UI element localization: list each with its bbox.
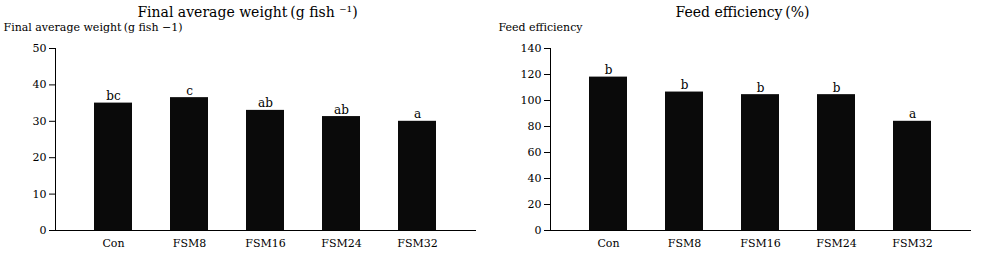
svg-text:40: 40 [528, 172, 542, 185]
svg-text:0: 0 [535, 224, 542, 237]
svg-text:40: 40 [33, 78, 47, 91]
svg-text:120: 120 [521, 68, 542, 81]
svg-text:20: 20 [528, 198, 542, 211]
svg-text:Con: Con [597, 237, 619, 250]
svg-text:b: b [681, 78, 689, 92]
svg-text:0: 0 [40, 224, 47, 237]
svg-text:Feed efficiency: Feed efficiency [499, 21, 584, 34]
svg-text:60: 60 [528, 146, 542, 159]
svg-text:a: a [909, 107, 916, 121]
svg-text:ab: ab [258, 96, 273, 110]
svg-text:a: a [414, 107, 421, 121]
svg-text:FSM32: FSM32 [397, 237, 437, 250]
svg-text:c: c [186, 84, 193, 98]
svg-text:100: 100 [521, 94, 542, 107]
html-text:Feed efficiency (%): Feed efficiency (%) [675, 4, 810, 20]
svg-text:FSM24: FSM24 [321, 237, 361, 250]
svg-text:b: b [833, 81, 841, 95]
svg-text:140: 140 [521, 42, 542, 55]
svg-text:20: 20 [33, 151, 47, 164]
svg-text:FSM16: FSM16 [245, 237, 285, 250]
html-text:Final average weight (g fish ⁻: Final average weight (g fish ⁻¹) [137, 4, 358, 20]
svg-text:Con: Con [102, 237, 124, 250]
svg-text:FSM16: FSM16 [740, 237, 780, 250]
svg-text:b: b [605, 63, 613, 77]
svg-text:FSM32: FSM32 [892, 237, 932, 250]
svg-text:30: 30 [33, 115, 47, 128]
svg-text:b: b [757, 81, 765, 95]
svg-text:50: 50 [33, 42, 47, 55]
svg-text:FSM24: FSM24 [816, 237, 856, 250]
svg-text:FSM8: FSM8 [668, 237, 701, 250]
svg-text:Final average weight (g fish −: Final average weight (g fish −1) [4, 21, 183, 34]
svg-text:10: 10 [33, 188, 47, 201]
svg-text:ab: ab [334, 103, 349, 117]
svg-text:bc: bc [106, 89, 121, 103]
svg-text:80: 80 [528, 120, 542, 133]
svg-text:FSM8: FSM8 [173, 237, 206, 250]
